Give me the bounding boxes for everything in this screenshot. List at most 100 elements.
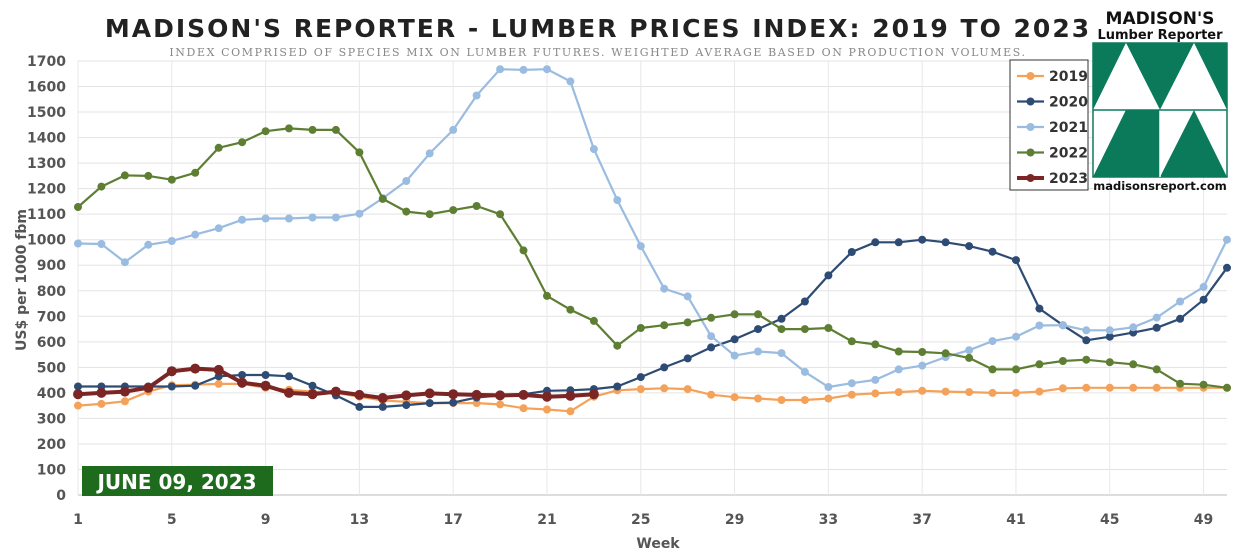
point-2020-week-27 [683, 354, 692, 363]
madisons-logo: MADISON'S Lumber Reporter madisonsreport… [1092, 9, 1228, 193]
point-2020-week-15 [402, 401, 411, 410]
point-2021-week-20 [519, 65, 528, 74]
point-2022-week-23 [589, 316, 598, 325]
logo-url: madisonsreport.com [1093, 179, 1227, 193]
point-2023-week-11 [307, 389, 318, 400]
y-tick-label-1700: 1700 [27, 54, 66, 70]
point-2020-week-39 [965, 242, 974, 251]
point-2022-week-5 [167, 175, 176, 184]
series-2021 [74, 65, 1231, 391]
point-2022-week-4 [144, 171, 153, 180]
y-tick-label-1300: 1300 [27, 156, 66, 172]
point-2019-week-19 [496, 400, 505, 409]
y-tick-label-1400: 1400 [27, 131, 66, 147]
x-tick-label-21: 21 [537, 512, 556, 528]
point-2019-week-3 [120, 397, 129, 406]
legend-swatch-marker-2019 [1026, 72, 1035, 80]
point-2020-week-45 [1105, 332, 1114, 341]
point-2019-week-28 [707, 390, 716, 399]
point-2020-week-38 [941, 238, 950, 247]
point-2022-week-19 [496, 210, 505, 219]
point-2019-week-22 [566, 407, 575, 416]
point-2020-week-6 [191, 381, 200, 390]
y-tick-label-700: 700 [37, 309, 66, 325]
point-2020-week-25 [636, 373, 645, 382]
point-2021-week-43 [1058, 321, 1067, 330]
point-2019-week-21 [543, 405, 551, 414]
x-tick-label-17: 17 [443, 512, 462, 528]
point-2021-week-7 [214, 224, 223, 233]
point-2019-week-33 [824, 394, 833, 403]
chart-subtitle: INDEX COMPRISED OF SPECIES MIX ON LUMBER… [169, 46, 1026, 59]
point-2019-week-45 [1105, 383, 1114, 392]
point-2019-week-38 [941, 387, 950, 396]
point-2022-week-8 [238, 138, 247, 147]
point-2022-week-45 [1105, 358, 1114, 367]
point-2022-week-11 [308, 125, 317, 134]
point-2020-week-31 [777, 314, 786, 323]
point-2022-week-29 [730, 310, 739, 319]
point-2019-week-20 [519, 404, 528, 413]
y-tick-label-1200: 1200 [27, 182, 66, 198]
point-2020-week-17 [449, 398, 458, 407]
point-2021-week-33 [824, 383, 833, 391]
point-2022-week-38 [941, 349, 950, 358]
point-2023-week-17 [448, 389, 459, 400]
legend-swatch-marker-2020 [1026, 97, 1035, 106]
logo-tree-icon [1092, 42, 1228, 178]
logo-tree-3 [1093, 110, 1160, 177]
point-2021-week-5 [167, 237, 176, 245]
point-2021-week-25 [636, 242, 645, 251]
point-2023-week-2 [96, 387, 107, 398]
point-2019-week-31 [777, 396, 786, 404]
point-2021-week-28 [707, 332, 716, 341]
y-tick-label-300: 300 [37, 411, 66, 427]
point-2022-week-41 [1012, 365, 1020, 374]
point-2022-week-39 [965, 353, 974, 362]
y-axis-label: US$ per 1000 fbm [14, 209, 30, 351]
point-2022-week-50 [1223, 383, 1231, 392]
point-2021-week-27 [683, 292, 692, 301]
point-2020-week-36 [894, 238, 903, 247]
point-2021-week-24 [613, 196, 622, 205]
point-2019-week-26 [660, 384, 669, 393]
y-tick-label-500: 500 [37, 360, 66, 376]
point-2020-week-14 [378, 402, 387, 411]
point-2021-week-17 [449, 125, 458, 134]
point-2020-week-40 [988, 247, 997, 256]
point-2021-week-45 [1105, 326, 1114, 335]
x-tick-label-29: 29 [725, 512, 744, 528]
point-2021-week-10 [285, 214, 293, 223]
point-2019-week-1 [74, 401, 82, 410]
point-2022-week-46 [1129, 360, 1138, 369]
point-2019-week-43 [1058, 384, 1067, 393]
point-2022-week-18 [472, 202, 481, 210]
point-2021-week-15 [402, 177, 411, 185]
point-2021-week-1 [74, 239, 82, 248]
point-2020-week-26 [660, 363, 669, 372]
point-2023-week-23 [588, 389, 599, 400]
y-tick-label-1500: 1500 [27, 105, 66, 121]
point-2021-week-31 [777, 349, 786, 358]
point-2023-week-4 [143, 382, 154, 393]
point-2023-week-10 [284, 387, 294, 398]
point-2022-week-31 [777, 325, 786, 334]
point-2021-week-46 [1129, 323, 1138, 332]
point-2019-week-27 [683, 385, 692, 394]
point-2023-week-18 [471, 389, 482, 400]
point-2021-week-49 [1199, 282, 1208, 291]
point-2021-week-32 [800, 367, 809, 376]
point-2023-week-6 [190, 363, 201, 374]
point-2022-week-36 [894, 347, 903, 356]
point-2023-week-1 [73, 389, 83, 400]
point-2020-week-44 [1082, 336, 1091, 345]
point-2021-week-8 [238, 215, 247, 224]
point-2019-week-39 [965, 388, 974, 397]
point-2023-week-22 [565, 390, 576, 401]
legend-item-2022: 2022 [1017, 146, 1088, 162]
series-2023 [73, 363, 599, 403]
point-2023-week-3 [119, 386, 130, 397]
logo-tree-4 [1160, 110, 1227, 177]
point-2021-week-29 [730, 351, 739, 360]
point-2021-week-36 [894, 365, 903, 374]
